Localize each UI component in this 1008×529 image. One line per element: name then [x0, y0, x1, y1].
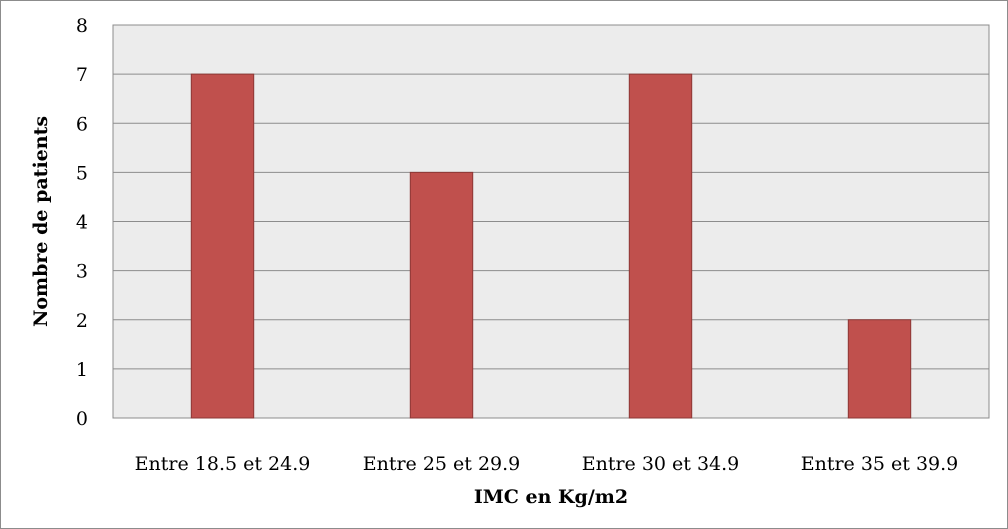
x-category-label: Entre 35 et 39.9	[801, 453, 959, 475]
x-axis-title: IMC en Kg/m2	[474, 486, 628, 508]
x-category-label: Entre 25 et 29.9	[363, 453, 521, 475]
y-tick-label: 7	[76, 64, 88, 86]
y-tick-label: 1	[76, 359, 88, 381]
y-tick-label: 0	[76, 408, 88, 430]
y-axis-title: Nombre de patients	[30, 116, 52, 327]
y-tick-label: 2	[76, 310, 88, 332]
bar	[190, 73, 255, 419]
y-tick-label: 6	[76, 113, 88, 135]
y-tick-label: 5	[76, 162, 88, 184]
x-axis-categories: Entre 18.5 et 24.9 Entre 25 et 29.9 Entre …	[135, 453, 959, 475]
bar	[409, 171, 474, 419]
y-tick-label: 4	[76, 212, 88, 234]
y-axis-ticks: 0 1 2 3 4 5 6 7 8	[76, 15, 88, 430]
x-category-label: Entre 18.5 et 24.9	[135, 453, 311, 475]
bar	[628, 73, 693, 419]
bar	[847, 319, 912, 419]
plot-frame	[112, 24, 990, 419]
y-tick-label: 3	[76, 261, 88, 283]
y-tick-label: 8	[76, 15, 88, 37]
plot-area	[112, 24, 990, 419]
x-category-label: Entre 30 et 34.9	[582, 453, 740, 475]
